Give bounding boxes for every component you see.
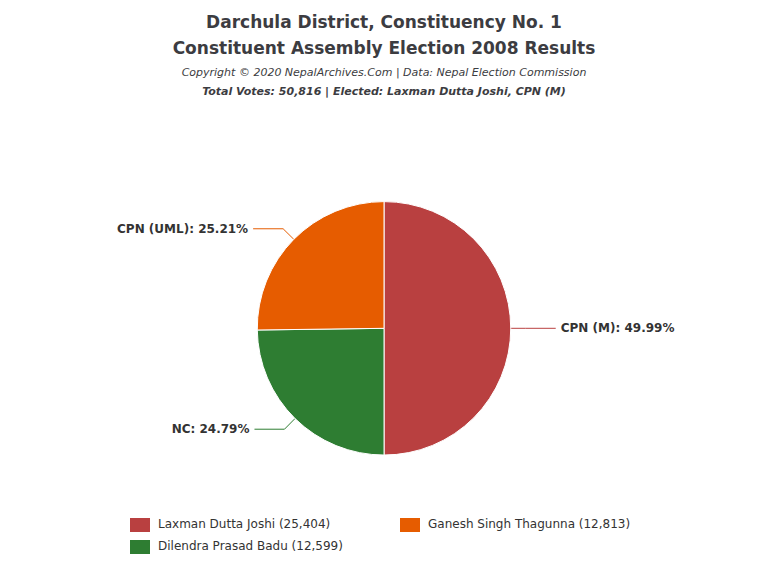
svg-text:NC: 24.79%: NC: 24.79% [172, 422, 250, 436]
svg-text:Laxman Dutta Joshi (25,404): Laxman Dutta Joshi (25,404) [158, 517, 330, 531]
svg-text:Copyright © 2020 NepalArchives: Copyright © 2020 NepalArchives.Com | Dat… [182, 66, 587, 79]
svg-text:Darchula District, Constituenc: Darchula District, Constituency No. 1 [206, 12, 562, 32]
svg-text:Total Votes: 50,816 | Elected:: Total Votes: 50,816 | Elected: Laxman Du… [202, 85, 566, 98]
svg-text:Ganesh Singh Thagunna (12,813): Ganesh Singh Thagunna (12,813) [428, 517, 630, 531]
svg-text:Constituent Assembly Election: Constituent Assembly Election 2008 Resul… [173, 38, 596, 58]
svg-text:CPN (UML): 25.21%: CPN (UML): 25.21% [117, 222, 248, 236]
svg-text:Dilendra Prasad Badu (12,599): Dilendra Prasad Badu (12,599) [158, 539, 343, 553]
svg-text:CPN (M): 49.99%: CPN (M): 49.99% [561, 321, 675, 335]
